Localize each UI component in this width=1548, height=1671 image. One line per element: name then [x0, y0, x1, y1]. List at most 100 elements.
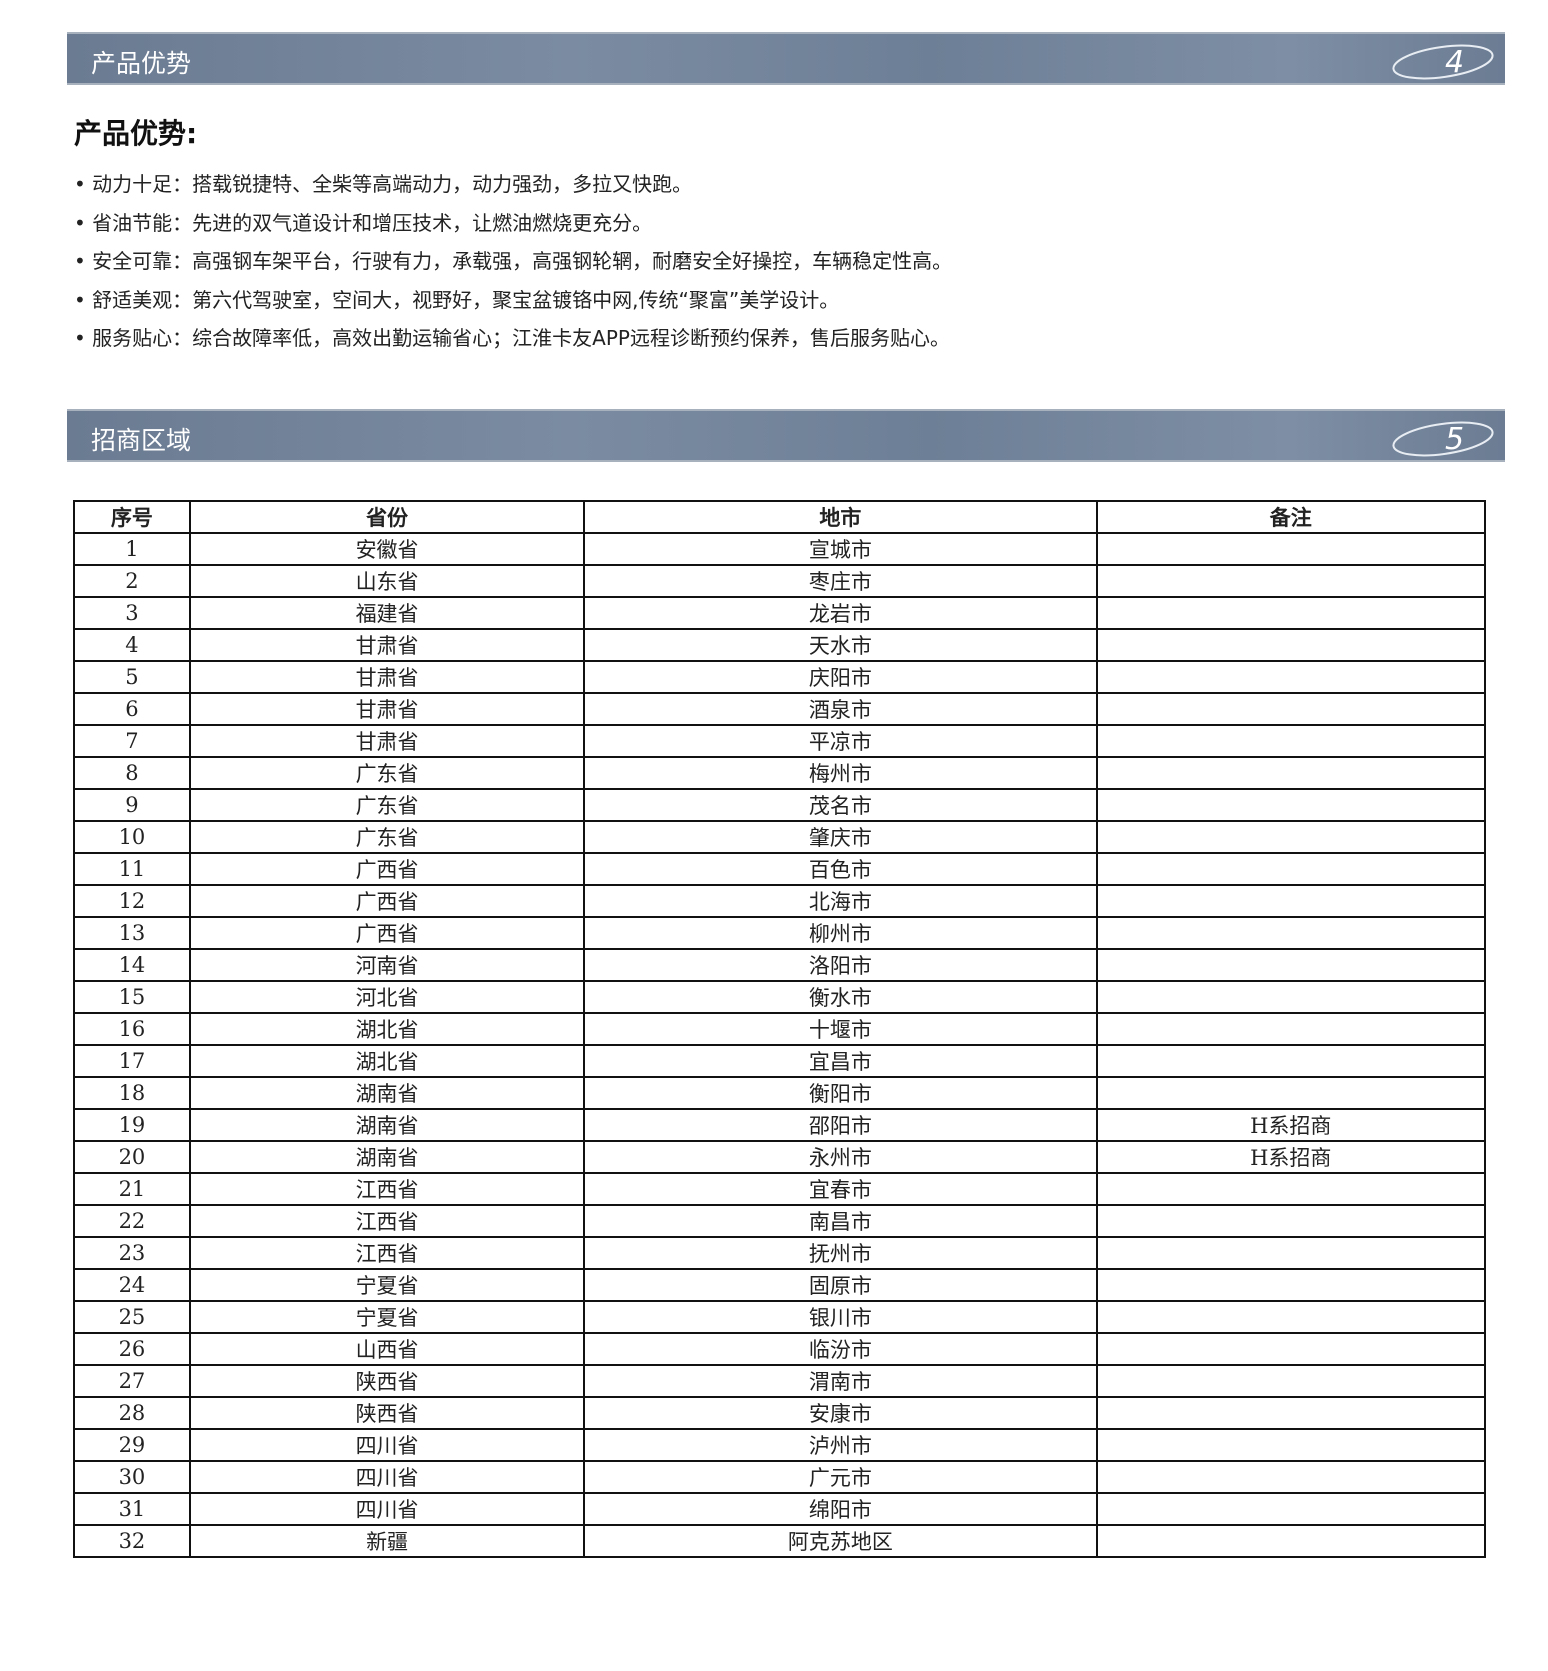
table-cell: 新疆 [188, 1524, 586, 1558]
table-cell: 四川省 [188, 1460, 586, 1494]
table-cell: 四川省 [188, 1492, 586, 1526]
table-cell: 宜春市 [583, 1172, 1098, 1206]
table-cell: 10 [73, 820, 191, 854]
table-cell: 13 [73, 916, 191, 950]
table-cell [1095, 1300, 1487, 1334]
table-cell: 32 [73, 1524, 191, 1558]
table-row: 26 山西省 临汾市 [73, 1332, 1487, 1366]
table-cell [1095, 1044, 1487, 1078]
table-cell [1095, 564, 1487, 598]
table-cell: 梅州市 [583, 756, 1098, 790]
table-row: 27 陕西省 渭南市 [73, 1364, 1487, 1398]
table-cell: 1 [73, 532, 191, 566]
table-row: 30 四川省 广元市 [73, 1460, 1487, 1494]
table-cell: 4 [73, 628, 191, 662]
table-cell: 北海市 [583, 884, 1098, 918]
table-cell: 柳州市 [583, 916, 1098, 950]
table-row: 9 广东省 茂名市 [73, 788, 1487, 822]
table-cell: 天水市 [583, 628, 1098, 662]
table-cell: 广东省 [188, 820, 586, 854]
column-header: 省份 [188, 500, 586, 534]
table-cell: 甘肃省 [188, 628, 586, 662]
advantage-item: 省油节能：先进的双气道设计和增压技术，让燃油燃烧更充分。 [74, 204, 952, 243]
table-cell [1095, 628, 1487, 662]
table-cell: 23 [73, 1236, 191, 1270]
table-cell: 29 [73, 1428, 191, 1462]
table-cell: 15 [73, 980, 191, 1014]
table-cell: 龙岩市 [583, 596, 1098, 630]
table-cell: 14 [73, 948, 191, 982]
table-cell: 甘肃省 [188, 660, 586, 694]
table-cell: 山西省 [188, 1332, 586, 1366]
table-cell: 洛阳市 [583, 948, 1098, 982]
region-table: 序号 省份 地市 备注 1 安徽省 宣城市 2 山东省 枣庄市 3 福建省 龙岩市 4 甘肃省 天水市 5 甘肃… [73, 500, 1487, 1558]
table-cell: 四川省 [188, 1428, 586, 1462]
table-cell: 28 [73, 1396, 191, 1430]
table-row: 28 陕西省 安康市 [73, 1396, 1487, 1430]
table-cell: 12 [73, 884, 191, 918]
table-cell [1095, 1492, 1487, 1526]
table-cell: 邵阳市 [583, 1108, 1098, 1142]
table-cell: 江西省 [188, 1172, 586, 1206]
table-row: 8 广东省 梅州市 [73, 756, 1487, 790]
svg-text:4: 4 [1445, 45, 1464, 80]
advantage-item: 服务贴心：综合故障率低，高效出勤运输省心；江淮卡友APP远程诊断预约保养，售后服… [74, 319, 952, 358]
table-cell: 湖南省 [188, 1076, 586, 1110]
table-cell [1095, 1332, 1487, 1366]
advantage-item: 舒适美观：第六代驾驶室，空间大，视野好，聚宝盆镀铬中网,传统“聚富”美学设计。 [74, 281, 952, 320]
table-row: 29 四川省 泸州市 [73, 1428, 1487, 1462]
table-row: 18 湖南省 衡阳市 [73, 1076, 1487, 1110]
table-cell: 湖南省 [188, 1108, 586, 1142]
table-cell: 25 [73, 1300, 191, 1334]
advantage-item: 安全可靠：高强钢车架平台，行驶有力，承载强，高强钢轮辋，耐磨安全好操控，车辆稳定… [74, 242, 952, 281]
table-row: 32 新疆 阿克苏地区 [73, 1524, 1487, 1558]
table-cell: 湖南省 [188, 1140, 586, 1174]
table-cell [1095, 1236, 1487, 1270]
table-cell [1095, 1076, 1487, 1110]
table-row: 4 甘肃省 天水市 [73, 628, 1487, 662]
table-cell: 甘肃省 [188, 724, 586, 758]
table-cell: 广东省 [188, 756, 586, 790]
table-cell: 枣庄市 [583, 564, 1098, 598]
table-cell: 江西省 [188, 1204, 586, 1238]
table-cell: 湖北省 [188, 1044, 586, 1078]
table-cell: 31 [73, 1492, 191, 1526]
table-row: 5 甘肃省 庆阳市 [73, 660, 1487, 694]
table-cell: 永州市 [583, 1140, 1098, 1174]
table-cell: 27 [73, 1364, 191, 1398]
table-row: 22 江西省 南昌市 [73, 1204, 1487, 1238]
table-cell: 陕西省 [188, 1396, 586, 1430]
table-cell: 湖北省 [188, 1012, 586, 1046]
table-row: 10 广东省 肇庆市 [73, 820, 1487, 854]
table-cell: 广元市 [583, 1460, 1098, 1494]
table-row: 17 湖北省 宜昌市 [73, 1044, 1487, 1078]
table-row: 15 河北省 衡水市 [73, 980, 1487, 1014]
table-cell: 广西省 [188, 884, 586, 918]
advantage-item: 动力十足：搭载锐捷特、全柴等高端动力，动力强劲，多拉又快跑。 [74, 165, 952, 204]
table-cell: 安徽省 [188, 532, 586, 566]
table-cell: 渭南市 [583, 1364, 1098, 1398]
section-number-badge: 4 [1392, 44, 1494, 80]
table-cell: 茂名市 [583, 788, 1098, 822]
table-cell [1095, 724, 1487, 758]
table-row: 7 甘肃省 平凉市 [73, 724, 1487, 758]
table-cell [1095, 596, 1487, 630]
table-cell: 2 [73, 564, 191, 598]
table-row: 6 甘肃省 酒泉市 [73, 692, 1487, 726]
table-cell: 20 [73, 1140, 191, 1174]
table-row: 13 广西省 柳州市 [73, 916, 1487, 950]
table-cell: 十堰市 [583, 1012, 1098, 1046]
table-cell [1095, 532, 1487, 566]
table-cell: 南昌市 [583, 1204, 1098, 1238]
table-cell: 宣城市 [583, 532, 1098, 566]
advantages-list: 动力十足：搭载锐捷特、全柴等高端动力，动力强劲，多拉又快跑。省油节能：先进的双气… [74, 165, 952, 358]
table-cell: 19 [73, 1108, 191, 1142]
table-cell: H系招商 [1095, 1140, 1487, 1174]
table-row: 21 江西省 宜春市 [73, 1172, 1487, 1206]
table-cell: 24 [73, 1268, 191, 1302]
section-header-5: 招商区域 5 [67, 409, 1505, 462]
table-cell: 江西省 [188, 1236, 586, 1270]
table-row: 2 山东省 枣庄市 [73, 564, 1487, 598]
table-cell: 庆阳市 [583, 660, 1098, 694]
table-cell: 宁夏省 [188, 1268, 586, 1302]
